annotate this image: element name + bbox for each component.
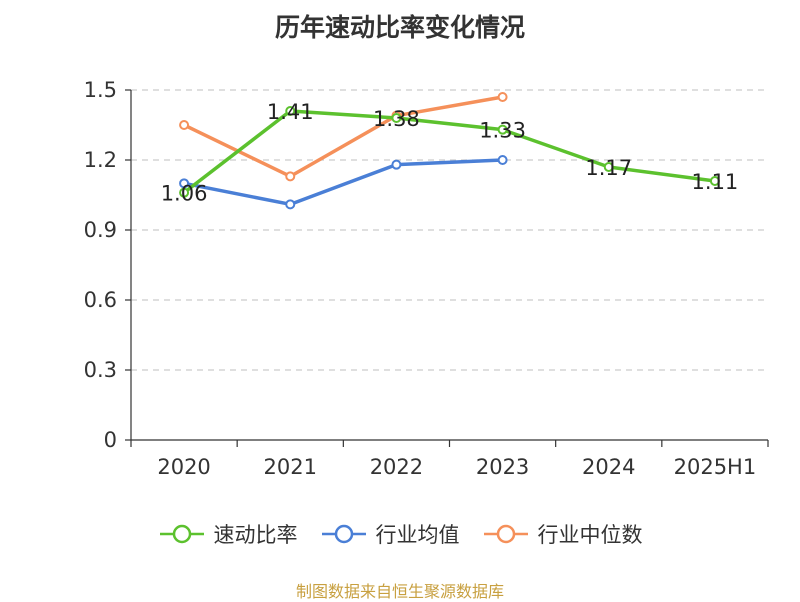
data-source-note: 制图数据来自恒生聚源数据库 bbox=[295, 582, 504, 601]
x-tick-label: 2020 bbox=[157, 455, 210, 479]
series-line bbox=[183, 109, 716, 195]
legend-item-quick-ratio[interactable]: 速动比率 bbox=[158, 519, 298, 549]
data-label: 1.11 bbox=[692, 170, 739, 194]
data-label: 1.38 bbox=[373, 107, 420, 131]
data-point bbox=[497, 124, 508, 135]
legend-label: 速动比率 bbox=[213, 523, 298, 547]
data-point bbox=[285, 199, 296, 210]
y-tick-label: 0 bbox=[104, 428, 117, 452]
series-line bbox=[183, 95, 503, 179]
data-label: 1.06 bbox=[161, 182, 208, 206]
data-label: 1.33 bbox=[479, 119, 526, 143]
chart-title: 历年速动比率变化情况 bbox=[274, 13, 525, 42]
legend-line-marker-icon bbox=[159, 524, 204, 544]
y-tick-label: 1.2 bbox=[84, 148, 117, 172]
x-tick-label: 2024 bbox=[582, 455, 635, 479]
x-tick-label: 2021 bbox=[264, 455, 317, 479]
data-point bbox=[179, 187, 190, 198]
data-point bbox=[391, 159, 402, 170]
legend-line-marker-icon bbox=[483, 524, 528, 544]
x-tick-label: 2022 bbox=[370, 455, 423, 479]
y-tick-label: 0.9 bbox=[84, 218, 117, 242]
y-tick-label: 1.5 bbox=[84, 78, 117, 102]
legend-label: 行业中位数 bbox=[537, 523, 643, 547]
legend-item-industry-mean[interactable]: 行业均值 bbox=[320, 519, 460, 549]
y-tick-label: 0.6 bbox=[84, 288, 117, 312]
legend: 速动比率 行业均值 行业中位数 bbox=[0, 519, 800, 549]
data-point bbox=[179, 120, 190, 130]
x-tick-label: 2023 bbox=[476, 455, 529, 479]
data-point bbox=[603, 162, 614, 172]
data-point bbox=[179, 178, 190, 189]
data-point bbox=[497, 155, 508, 165]
data-point bbox=[391, 113, 402, 123]
data-label: 1.17 bbox=[585, 156, 632, 180]
legend-label: 行业均值 bbox=[375, 523, 460, 547]
legend-item-industry-median[interactable]: 行业中位数 bbox=[482, 519, 643, 549]
legend-line-marker-icon bbox=[321, 524, 366, 544]
data-label: 1.41 bbox=[267, 100, 314, 124]
data-point bbox=[497, 92, 508, 102]
data-point bbox=[709, 176, 720, 186]
y-tick-label: 0.3 bbox=[84, 358, 117, 382]
data-point bbox=[285, 106, 296, 116]
x-tick-label: 2025H1 bbox=[674, 455, 757, 479]
series-line bbox=[183, 158, 503, 207]
data-point bbox=[285, 171, 296, 182]
